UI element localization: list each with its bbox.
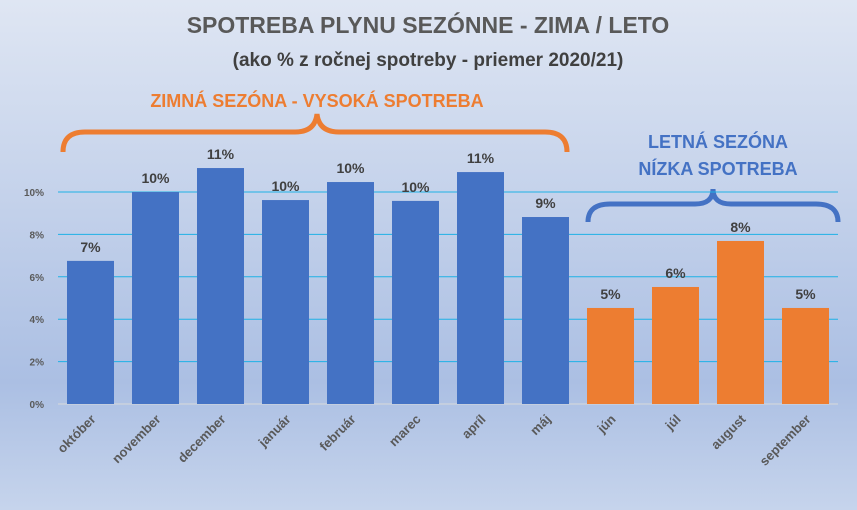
- bar-apríl: [457, 172, 504, 404]
- bar-august: [717, 240, 764, 404]
- data-label: 10%: [141, 170, 170, 186]
- y-tick-label: 10%: [24, 188, 44, 199]
- data-label: 5%: [600, 286, 621, 302]
- data-label: 11%: [207, 146, 235, 162]
- bar-marec: [392, 200, 439, 404]
- y-tick-label: 2%: [30, 358, 45, 369]
- summer-annotation-line2: NÍZKA SPOTREBA: [638, 158, 797, 179]
- y-tick-label: 0%: [30, 400, 45, 411]
- bar-december: [197, 168, 244, 404]
- bar-jún: [587, 307, 634, 404]
- bar-júl: [652, 286, 699, 404]
- y-tick-label: 8%: [30, 230, 45, 241]
- chart-subtitle: (ako % z ročnej spotreby - priemer 2020/…: [233, 50, 624, 71]
- bar-máj: [522, 217, 569, 404]
- data-label: 9%: [535, 195, 556, 211]
- data-label: 6%: [665, 265, 686, 281]
- y-tick-label: 4%: [30, 315, 45, 326]
- winter-brace: [60, 113, 570, 153]
- data-label: 7%: [80, 239, 101, 255]
- bar-január: [262, 200, 309, 404]
- y-tick-label: 6%: [30, 273, 45, 284]
- data-label: 8%: [730, 219, 751, 235]
- data-label: 5%: [795, 286, 816, 302]
- summer-annotation-line1: LETNÁ SEZÓNA: [648, 131, 788, 152]
- summer-brace: [585, 188, 841, 223]
- bar-október: [67, 260, 114, 404]
- data-label: 10%: [271, 178, 300, 194]
- winter-annotation: ZIMNÁ SEZÓNA - VYSOKÁ SPOTREBA: [150, 90, 483, 111]
- data-label: 11%: [467, 150, 495, 166]
- data-label: 10%: [401, 179, 430, 195]
- bar-február: [327, 182, 374, 404]
- data-label: 10%: [336, 160, 365, 176]
- chart-title: SPOTREBA PLYNU SEZÓNNE - ZIMA / LETO: [187, 11, 670, 38]
- bar-september: [782, 307, 829, 404]
- bar-november: [132, 192, 179, 404]
